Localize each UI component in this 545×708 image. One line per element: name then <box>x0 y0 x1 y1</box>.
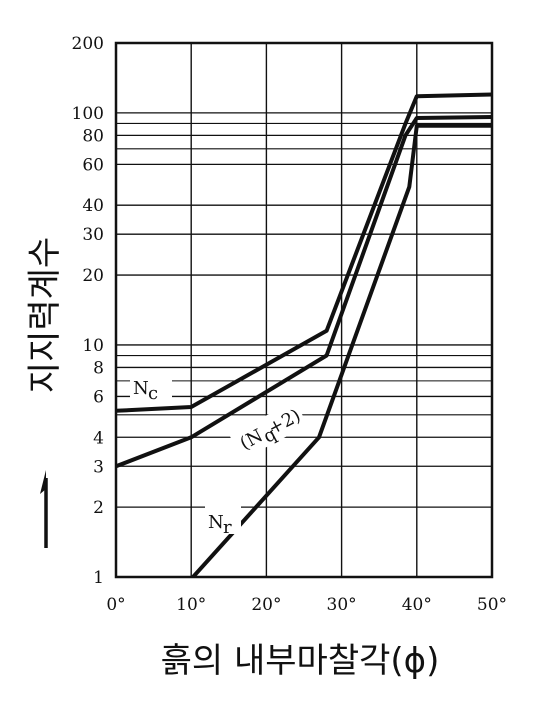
grid-lines <box>115 42 493 578</box>
nr-label: N r <box>205 506 241 538</box>
nr-label-main: N <box>208 512 224 533</box>
x-tick-label-2: 20° <box>251 595 281 615</box>
x-tick-label-0: 0° <box>106 595 125 615</box>
y-tick-label-0: 1 <box>93 568 104 588</box>
plot-frame <box>114 41 494 579</box>
y-tick-label-1: 2 <box>93 498 104 518</box>
arrow-head-icon <box>40 470 46 494</box>
y-tick-label-11: 80 <box>82 126 104 146</box>
nr-label-sub: r <box>223 517 232 538</box>
nc-label: N c <box>130 372 172 404</box>
series-line-2 <box>190 123 492 577</box>
y-tick-label-4: 6 <box>93 387 104 407</box>
y-tick-label-13: 200 <box>72 34 104 54</box>
y-axis-title-group: 지지력계수 <box>25 237 65 548</box>
x-tick-label-1: 10° <box>176 595 206 615</box>
x-tick-label-3: 30° <box>327 595 357 615</box>
y-tick-label-9: 40 <box>82 196 104 216</box>
y-tick-label-10: 60 <box>82 155 104 175</box>
series-line-0 <box>116 92 492 413</box>
y-axis-title: 지지력계수 <box>25 237 65 393</box>
y-tick-label-6: 10 <box>82 336 104 356</box>
nq-label: (N q +2) <box>229 400 308 460</box>
series-lines <box>116 92 492 577</box>
y-tick-label-5: 8 <box>93 358 104 378</box>
nc-label-main: N <box>133 378 149 399</box>
y-tick-label-8: 30 <box>82 225 104 245</box>
y-tick-label-7: 20 <box>82 266 104 286</box>
y-tick-label-2: 3 <box>93 457 104 477</box>
x-axis-title: 흙의 내부마찰각(ϕ) <box>161 641 440 681</box>
series-line-1 <box>116 115 492 469</box>
nc-label-sub: c <box>148 383 158 404</box>
x-tick-label-5: 50° <box>477 595 507 615</box>
x-tick-label-4: 40° <box>402 595 432 615</box>
x-tick-labels: 0° 10° 20° 30° 40° 50° <box>106 595 507 615</box>
y-tick-label-12: 100 <box>72 104 104 124</box>
y-tick-label-3: 4 <box>93 428 104 448</box>
